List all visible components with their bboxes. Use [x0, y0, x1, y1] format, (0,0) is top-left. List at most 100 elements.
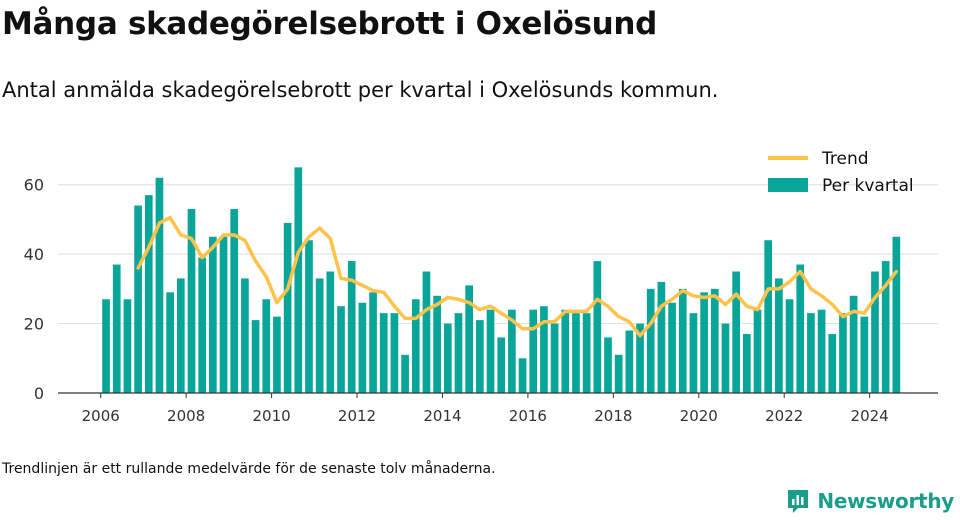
brand-name: Newsworthy [817, 489, 954, 513]
bar [700, 292, 708, 393]
chart-title: Många skadegörelsebrott i Oxelösund [2, 6, 658, 42]
bar [817, 309, 826, 393]
bar [198, 257, 207, 393]
bar [561, 309, 570, 393]
newsworthy-logo-icon [788, 490, 809, 513]
legend-label-per-kvartal: Per kvartal [822, 176, 914, 196]
bar [262, 299, 271, 393]
bar [625, 330, 634, 393]
legend-swatch-per-kvartal [768, 178, 808, 192]
bar [550, 323, 559, 393]
bar [369, 292, 377, 393]
bar [636, 323, 644, 393]
bar [785, 299, 794, 393]
bar [305, 240, 313, 393]
y-tick-label: 20 [24, 315, 44, 334]
bar [721, 323, 730, 393]
bar [443, 323, 452, 393]
bar [678, 288, 687, 393]
bar [540, 306, 548, 393]
x-tick-label: 2010 [252, 407, 290, 425]
bar [454, 313, 463, 393]
y-tick-label: 40 [24, 245, 44, 264]
newsworthy-logo: Newsworthy [786, 486, 954, 516]
bar [315, 278, 324, 393]
bar [337, 306, 345, 393]
x-tick-label: 2018 [594, 407, 632, 425]
legend-label-trend: Trend [821, 149, 869, 169]
bar [604, 337, 612, 393]
bar [251, 320, 260, 393]
bar [657, 281, 666, 393]
bar [433, 295, 441, 393]
bar [807, 313, 815, 393]
bar [582, 313, 591, 393]
bar [871, 271, 879, 393]
x-tick-label: 2020 [680, 407, 718, 425]
bar [155, 177, 164, 393]
bar [593, 261, 602, 393]
y-tick-label: 60 [24, 176, 44, 195]
bar [508, 309, 516, 393]
bar [209, 236, 217, 393]
bar [465, 285, 474, 393]
bar [796, 264, 805, 393]
bar [422, 271, 431, 393]
bar [646, 288, 655, 393]
bar [230, 209, 239, 393]
bar [390, 313, 399, 393]
bar [326, 271, 335, 393]
bar [849, 295, 858, 393]
bar [187, 209, 196, 393]
bar [860, 316, 869, 393]
bar [347, 261, 356, 393]
bar [764, 240, 773, 393]
trend-line [136, 215, 899, 338]
bar [732, 271, 740, 393]
bar [710, 288, 719, 393]
bar [112, 264, 121, 393]
bar [176, 278, 185, 393]
bar [775, 278, 783, 393]
bar [497, 337, 506, 393]
bar [614, 354, 623, 393]
x-tick-label: 2022 [765, 407, 803, 425]
bar [102, 299, 110, 393]
bar [123, 299, 132, 393]
bar [572, 313, 580, 393]
bar [742, 333, 751, 393]
bar [144, 195, 153, 393]
x-tick-label: 2008 [167, 407, 205, 425]
bar [166, 292, 174, 393]
bar [518, 358, 527, 393]
bar [294, 167, 303, 393]
bar [283, 222, 292, 393]
bar [476, 320, 484, 393]
x-tick-label: 2012 [338, 407, 376, 425]
bar [401, 354, 409, 393]
bar [379, 313, 388, 393]
x-tick-label: 2014 [423, 407, 461, 425]
bar [839, 313, 847, 393]
bar [668, 302, 676, 393]
bar [892, 236, 901, 393]
footnote: Trendlinjen är ett rullande medelvärde f… [2, 461, 496, 477]
chart-subtitle: Antal anmälda skadegörelsebrott per kvar… [2, 78, 719, 102]
bar [753, 309, 762, 393]
bar [273, 316, 281, 393]
bar [689, 313, 698, 393]
bar [828, 333, 837, 393]
x-tick-label: 2016 [509, 407, 547, 425]
y-tick-label: 0 [34, 384, 44, 403]
bar [219, 236, 228, 393]
bar [881, 261, 890, 393]
bar [529, 309, 538, 393]
x-tick-label: 2024 [851, 407, 889, 425]
bar [411, 299, 420, 393]
bar [241, 278, 249, 393]
bar [358, 302, 367, 393]
bar [134, 205, 142, 393]
x-tick-label: 2006 [82, 407, 120, 425]
bar [486, 309, 495, 393]
